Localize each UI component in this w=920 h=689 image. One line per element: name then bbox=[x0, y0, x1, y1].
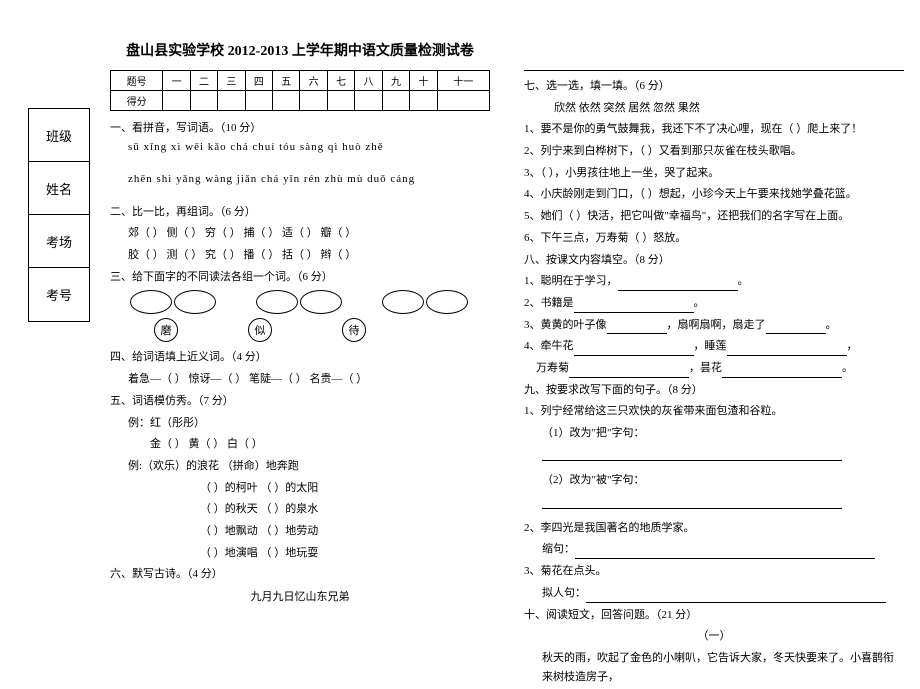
q6-title: 六、默写古诗。（4 分） bbox=[110, 565, 490, 584]
label-class[interactable]: 班级 bbox=[29, 109, 89, 162]
q9-s2: 2、李四光是我国著名的地质学家。 bbox=[524, 519, 904, 538]
q2-l2: 胶（ ） 测（ ） 究（ ） 播（ ） 括（ ） 辫（ ） bbox=[110, 246, 490, 265]
left-column: 盘山县实验学校 2012-2013 上学年期中语文质量检测试卷 题号 一 二 三… bbox=[110, 40, 490, 608]
q4-l1: 着急—（ ） 惊讶—（ ） 笔陡—（ ） 名贵—（ ） bbox=[110, 370, 490, 389]
q5-r1: （ ）的柯叶 （ ）的太阳 bbox=[110, 479, 490, 498]
q2-l1: 郊（ ） 侧（ ） 穷（ ） 捕（ ） 适（ ） 瓣（ ） bbox=[110, 224, 490, 243]
blank-line[interactable] bbox=[574, 301, 694, 313]
q5-ex2: 例:（欢乐）的浪花 （拼命）地奔跑 bbox=[110, 457, 490, 476]
q5-r3: （ ）地飘动 （ ）地劳动 bbox=[110, 522, 490, 541]
oval[interactable] bbox=[130, 290, 172, 314]
q5-l1: 金（ ） 黄（ ） 白（ ） bbox=[110, 435, 490, 454]
q8-i3: 3、黄黄的叶子像，扇啊扇啊，扇走了。 bbox=[524, 316, 904, 335]
q8-i4a: 4、牵牛花，睡莲， bbox=[524, 337, 904, 356]
blank-line[interactable] bbox=[586, 591, 886, 603]
q9-a: （1）改为"把"字句： bbox=[524, 424, 904, 461]
q8-i1: 1、聪明在于学习，。 bbox=[524, 272, 904, 291]
q5-r4: （ ）地演唱 （ ）地玩耍 bbox=[110, 544, 490, 563]
blank-line[interactable] bbox=[542, 449, 842, 461]
q5-ex1: 例：红（彤彤） bbox=[110, 414, 490, 433]
label-name[interactable]: 姓名 bbox=[29, 162, 89, 215]
right-column: 七、选一选，填一填。（6 分） 欣然 依然 突然 居然 忽然 果然 1、要不是你… bbox=[524, 70, 904, 689]
blank-line[interactable] bbox=[722, 366, 842, 378]
score-label: 得分 bbox=[111, 91, 163, 111]
q8-title: 八、按课文内容填空。（8 分） bbox=[524, 251, 904, 270]
q7-i4: 4、小庆龄刚走到门口，（ ）想起，小珍今天上午要来找她学叠花篮。 bbox=[524, 185, 904, 204]
q1-pinyin2: zhēn shì yǎng wàng jiǎn chá yǐn rén zhù … bbox=[110, 173, 490, 185]
blank-line[interactable] bbox=[575, 547, 875, 559]
char-dai: 待 bbox=[342, 318, 366, 342]
q9-b: （2）改为"被"字句： bbox=[524, 471, 904, 508]
q5-r2: （ ）的秋天 （ ）的泉水 bbox=[110, 500, 490, 519]
th-label: 题号 bbox=[111, 71, 163, 91]
q10-text: 秋天的雨，吹起了金色的小喇叭，它告诉大家，冬天快要来了。小喜鹊衔来树枝造房子， bbox=[524, 649, 904, 686]
page-title: 盘山县实验学校 2012-2013 上学年期中语文质量检测试卷 bbox=[110, 40, 490, 60]
q7-words: 欣然 依然 突然 居然 忽然 果然 bbox=[524, 99, 904, 118]
q10-sub: （一） bbox=[524, 627, 904, 646]
blank-line[interactable] bbox=[618, 279, 738, 291]
blank-line[interactable] bbox=[727, 344, 847, 356]
label-number[interactable]: 考号 bbox=[29, 268, 89, 321]
q9-c: 缩句： bbox=[524, 540, 904, 559]
label-room[interactable]: 考场 bbox=[29, 215, 89, 268]
q7-i5: 5、她们（ ）快活，把它叫做"幸福鸟"，还把我们的名字写在上面。 bbox=[524, 207, 904, 226]
q9-title: 九、按要求改写下面的句子。（8 分） bbox=[524, 381, 904, 400]
oval[interactable] bbox=[300, 290, 342, 314]
q10-title: 十、阅读短文，回答问题。（21 分） bbox=[524, 606, 904, 625]
oval[interactable] bbox=[382, 290, 424, 314]
blank-line[interactable] bbox=[766, 322, 826, 334]
char-si: 似 bbox=[248, 318, 272, 342]
oval[interactable] bbox=[426, 290, 468, 314]
q7-i6: 6、下午三点，万寿菊（ ）怒放。 bbox=[524, 229, 904, 248]
q1-pinyin1: sū xǐng xì wēi kǎo chá chuí tóu sàng qì … bbox=[110, 141, 490, 153]
q7-i3: 3、（ ），小男孩往地上一坐，哭了起来。 bbox=[524, 164, 904, 183]
oval[interactable] bbox=[174, 290, 216, 314]
q9-s1: 1、列宁经常给这三只欢快的灰雀带来面包渣和谷粒。 bbox=[524, 402, 904, 421]
char-mo: 磨 bbox=[154, 318, 178, 342]
q2-title: 二、比一比，再组词。（6 分） bbox=[110, 203, 490, 222]
blank-line[interactable] bbox=[607, 322, 667, 334]
q6-poem: 九月九日忆山东兄弟 bbox=[110, 588, 490, 604]
q1-title: 一、看拼音，写词语。（10 分） bbox=[110, 119, 490, 138]
q3-ovals bbox=[110, 290, 490, 314]
blank-line[interactable] bbox=[569, 366, 689, 378]
info-boxes: 班级 姓名 考场 考号 bbox=[28, 108, 90, 322]
q3-chars: 磨 似 待 bbox=[110, 318, 490, 342]
q9-d: 拟人句： bbox=[524, 584, 904, 603]
q9-s3: 3、菊花在点头。 bbox=[524, 562, 904, 581]
blank-line[interactable] bbox=[542, 497, 842, 509]
blank-line[interactable] bbox=[574, 344, 694, 356]
q3-title: 三、给下面字的不同读法各组一个词。（6 分） bbox=[110, 268, 490, 287]
q7-i1: 1、要不是你的勇气鼓舞我，我还下不了决心哩，现在（ ）爬上来了！ bbox=[524, 120, 904, 139]
q8-i4b: 万寿菊，昙花。 bbox=[524, 359, 904, 378]
q7-i2: 2、列宁来到白桦树下，（ ）又看到那只灰雀在枝头歌唱。 bbox=[524, 142, 904, 161]
q7-title: 七、选一选，填一填。（6 分） bbox=[524, 77, 904, 96]
q8-i2: 2、书籍是。 bbox=[524, 294, 904, 313]
score-table: 题号 一 二 三 四 五 六 七 八 九 十 十一 得分 bbox=[110, 70, 490, 111]
q5-title: 五、词语模仿秀。（7 分） bbox=[110, 392, 490, 411]
oval[interactable] bbox=[256, 290, 298, 314]
q4-title: 四、给词语填上近义词。（4 分） bbox=[110, 348, 490, 367]
